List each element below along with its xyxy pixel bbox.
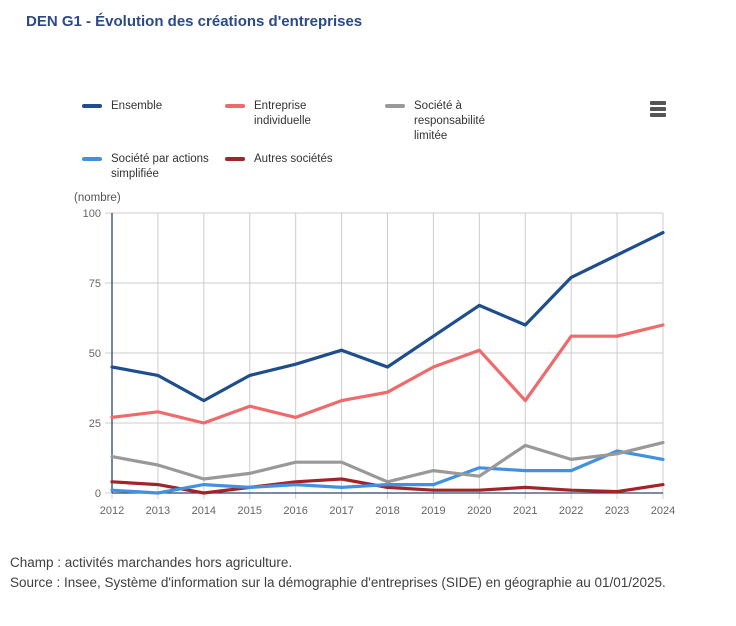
legend-label: Ensemble bbox=[111, 100, 163, 112]
x-axis-tick-label: 2022 bbox=[559, 505, 583, 517]
hamburger-bar bbox=[650, 107, 666, 111]
x-axis-tick-label: 2012 bbox=[100, 505, 124, 517]
series-line-entreprise-individuelle bbox=[110, 323, 665, 425]
x-axis-tick-label: 2014 bbox=[192, 505, 216, 517]
x-axis-tick-label: 2017 bbox=[329, 505, 353, 517]
x-axis-tick-label: 2024 bbox=[651, 505, 675, 517]
footer-champ: Champ : activités marchandes hors agricu… bbox=[10, 555, 293, 570]
chart-footer: Champ : activités marchandes hors agricu… bbox=[10, 553, 666, 593]
legend-item-sarl[interactable]: Société à responsabilité limitée bbox=[385, 99, 516, 145]
legend-item-entreprise-individuelle[interactable]: Entreprise individuelle bbox=[225, 99, 356, 129]
y-axis-unit-label: (nombre) bbox=[74, 192, 121, 204]
series-line-ensemble bbox=[110, 230, 665, 403]
x-axis-tick-label: 2013 bbox=[146, 505, 170, 517]
x-axis-tick-label: 2021 bbox=[513, 505, 537, 517]
legend-label: Société par actions simplifiée bbox=[111, 153, 209, 181]
series-line-autres-soci-t-s bbox=[110, 477, 665, 495]
legend-line-marker bbox=[225, 157, 245, 161]
hamburger-bar bbox=[650, 101, 666, 105]
legend-label: Autres sociétés bbox=[254, 153, 333, 165]
legend-line-marker bbox=[225, 104, 245, 108]
x-axis-tick-label: 2020 bbox=[467, 505, 491, 517]
chart-title: DEN G1 - Évolution des créations d'entre… bbox=[26, 13, 363, 30]
legend-label: Entreprise individuelle bbox=[254, 100, 311, 128]
y-axis-tick-label: 0 bbox=[95, 488, 101, 500]
hamburger-bar bbox=[650, 113, 666, 117]
legend-label: Société à responsabilité limitée bbox=[414, 100, 485, 143]
x-axis-tick-label: 2015 bbox=[238, 505, 262, 517]
legend-line-marker bbox=[385, 104, 405, 108]
hamburger-menu-icon[interactable] bbox=[648, 99, 668, 119]
x-axis-tick-label: 2019 bbox=[421, 505, 445, 517]
legend-item-autres-societes[interactable]: Autres sociétés bbox=[225, 152, 333, 167]
legend-line-marker bbox=[82, 104, 102, 108]
legend-item-sas[interactable]: Société par actions simplifiée bbox=[82, 152, 213, 182]
series-line-soci-t-responsabilit-limit-e bbox=[110, 441, 665, 484]
y-axis-tick-label: 25 bbox=[89, 418, 101, 430]
footer-source: Source : Insee, Système d'information su… bbox=[10, 575, 666, 590]
legend-line-marker bbox=[82, 157, 102, 161]
y-axis-tick-label: 75 bbox=[89, 278, 101, 290]
x-axis-tick-label: 2016 bbox=[283, 505, 307, 517]
legend-item-ensemble[interactable]: Ensemble bbox=[82, 99, 162, 114]
line-chart: (nombre) 0 25 50 75 100 2012 2013 2014 2015 2016 20… bbox=[60, 188, 726, 524]
x-axis-tick-label: 2018 bbox=[375, 505, 399, 517]
y-axis-tick-label: 100 bbox=[83, 208, 101, 220]
y-axis-tick-label: 50 bbox=[89, 348, 101, 360]
chart-svg: (nombre) 0 25 50 75 100 2012 2013 2014 2015 2016 20… bbox=[74, 192, 675, 517]
series-line-soci-t-par-actions-simplifi-e bbox=[110, 449, 665, 495]
x-axis-tick-label: 2023 bbox=[605, 505, 629, 517]
